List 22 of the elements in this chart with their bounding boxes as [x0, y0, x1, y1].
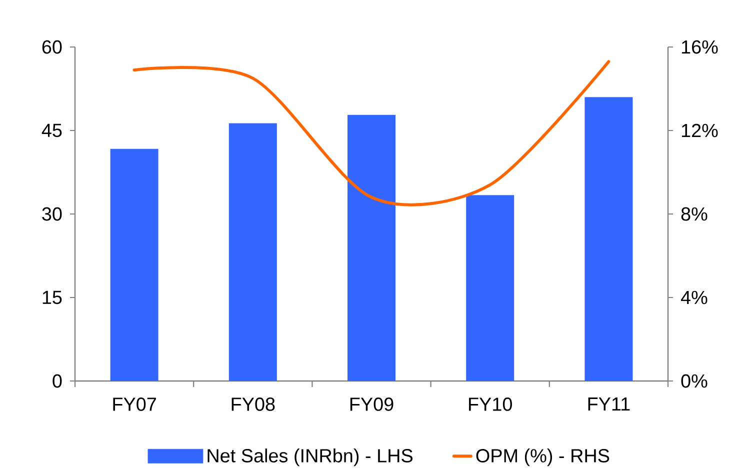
bar — [228, 123, 277, 381]
y-tick-label: 60 — [42, 40, 62, 54]
legend-label: OPM (%) - RHS — [476, 448, 610, 466]
bar — [110, 148, 158, 381]
bar — [584, 97, 633, 381]
y2-tick-label: 0% — [681, 374, 708, 388]
x-tick-label: FY09 — [350, 398, 394, 411]
y2-tick-label: 8% — [681, 207, 708, 221]
bar — [466, 195, 514, 381]
y2-tick-label: 4% — [680, 290, 708, 304]
y-tick-label: 15 — [42, 290, 62, 304]
x-tick-label: FY10 — [469, 398, 512, 411]
y2-tick-label: 16% — [682, 40, 718, 54]
y-tick-label: 30 — [42, 207, 62, 221]
y-tick-label: 0 — [52, 374, 62, 388]
x-tick-label: FY08 — [232, 398, 275, 411]
bar — [348, 114, 396, 381]
legend-label: Net Sales (INRbn) - LHS — [208, 448, 412, 466]
y2-tick-label: 12% — [682, 124, 718, 138]
x-tick-label: FY07 — [113, 398, 156, 411]
y-tick-label: 45 — [42, 124, 62, 138]
x-tick-label: FY11 — [588, 398, 630, 411]
